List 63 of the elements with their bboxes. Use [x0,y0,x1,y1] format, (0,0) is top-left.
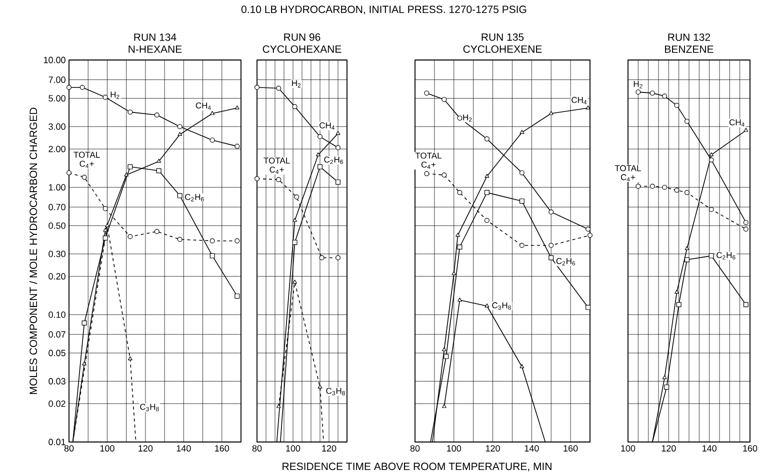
y-tick-label: 7.00 [48,76,66,83]
chart-subtitle: CYCLOHEXANE [262,45,342,53]
x-tick-label: 140 [176,445,191,452]
series-label: CH$_{4}$ [320,122,335,130]
series-label: C$_{2}$H$_{6}$ [556,258,576,266]
x-tick-label: 100 [447,445,462,452]
series-label: CH$_{4}$ [572,96,587,104]
y-tick-label: 0.10 [48,311,66,318]
chart-subtitle: BENZENE [665,46,714,53]
series-label: C$_{3}$H$_{8}$ [326,388,345,396]
y-tick-label: 1.00 [48,184,66,191]
x-tick-label: 80 [252,445,262,452]
y-tick-label: 10.00 [44,56,66,64]
y-axis-title: MOLES COMPONENT / MOLE HYDROCARBON CHARGED [29,108,38,394]
chart-title: RUN 135 [482,33,524,41]
chart-title: RUN 96 [284,33,320,41]
x-tick-label: 80 [64,445,74,452]
y-tick-label: 0.01 [48,438,66,446]
chart-subtitle: N-HEXANE [128,46,182,53]
series-label: TOTAL C$_{4}$+ [74,152,100,168]
y-tick-label: 5.00 [48,95,66,102]
x-tick-label: 80 [410,445,420,452]
series-label: H$_{2}$ [292,80,301,88]
x-tick-label: 160 [215,445,230,452]
x-tick-label: 100 [286,445,300,452]
y-tick-label: 0.70 [48,204,66,210]
series-label: TOTAL C$_{4}$+ [264,158,290,174]
series-label: CH$_{4}$ [196,102,211,110]
y-tick-label: 0.30 [48,250,66,258]
x-tick-label: 100 [100,445,114,452]
series-label: TOTAL C$_{4}$+ [415,152,442,169]
x-tick-label: 120 [138,445,153,452]
x-tick-label: 140 [524,445,539,452]
y-tick-label: 0.03 [48,378,66,384]
x-tick-label: 160 [564,445,578,452]
series-label: C$_{2}$H$_{6}$ [716,252,736,260]
y-tick-label: 0.20 [48,273,66,280]
y-tick-label: 2.00 [48,146,66,152]
chart-title: RUN 132 [668,33,710,41]
x-tick-label: 120 [486,445,500,452]
series-label: C$_{2}$H$_{6}$ [324,156,343,164]
x-axis-title: RESIDENCE TIME ABOVE ROOM TEMPERATURE, MIN [282,462,552,472]
x-tick-label: 120 [662,445,676,452]
y-tick-label: 0.02 [48,400,66,407]
x-tick-label: 100 [621,445,636,452]
y-tick-label: 0.07 [48,331,66,338]
series-label: C$_{3}$H$_{8}$ [140,404,159,412]
series-label: H$_{2}$ [110,92,120,99]
x-tick-label: 120 [322,445,336,452]
y-tick-label: 3.00 [48,123,66,130]
series-label: TOTAL C$_{4}$+ [614,165,641,182]
text: 0.10 LB HYDROCARBON, INITIAL PRESS. 1270-1275 PSIG [241,6,526,14]
series-label: C$_{3}$H$_{8}$ [492,302,511,310]
x-tick-label: 160 [743,445,758,452]
y-tick-label: 0.50 [48,222,66,229]
series-label: C$_{2}$H$_{6}$ [185,194,204,202]
series-label: CH$_{4}$ [729,119,744,127]
series-label: H$_{2}$ [634,81,642,88]
x-tick-label: 140 [702,445,716,452]
chart-subtitle: CYCLOHEXENE [463,45,542,53]
chart-title: RUN 134 [134,33,176,41]
y-tick-label: 0.05 [48,350,66,356]
series-label: H$_{2}$ [463,114,472,122]
